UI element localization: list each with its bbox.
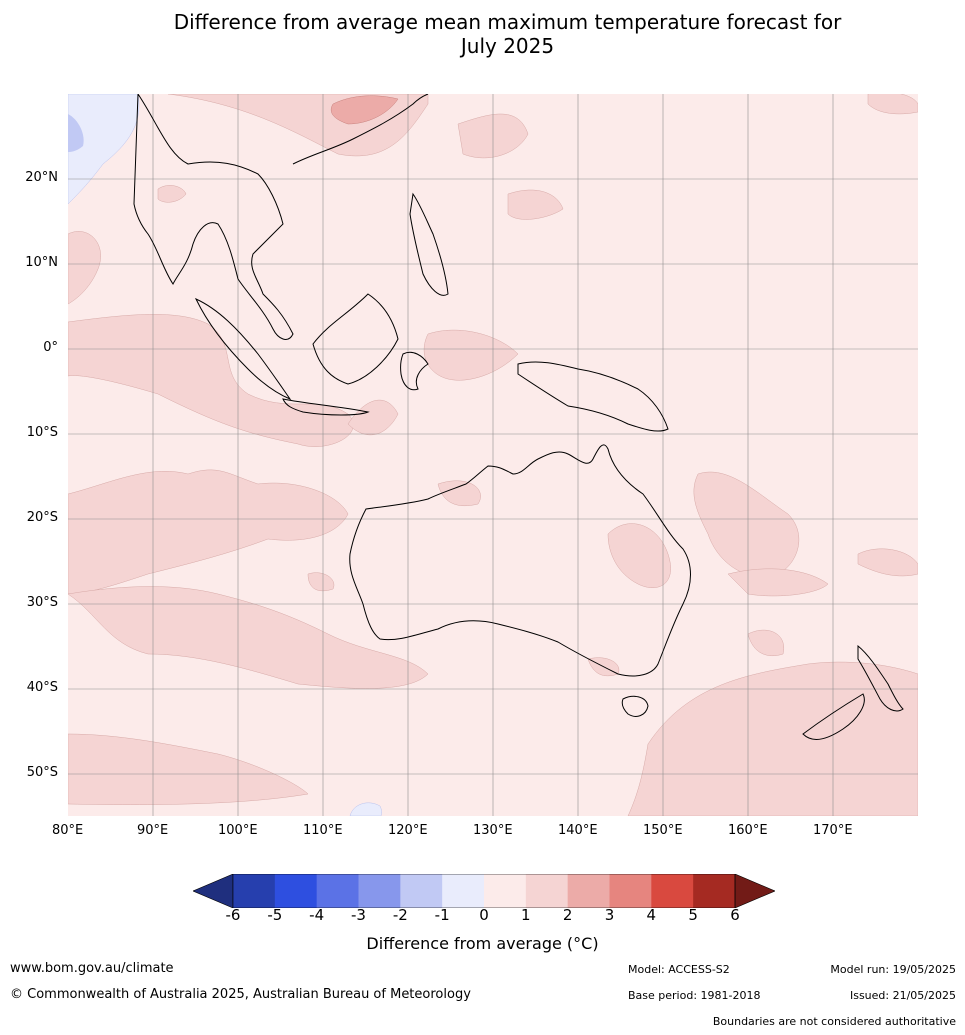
new-zealand-north-coastline — [857, 644, 904, 712]
lat-label-equator: 0° — [43, 340, 58, 355]
lat-label-10s: 10°S — [26, 425, 58, 440]
colorbar-segment — [525, 874, 569, 908]
australia-coastline — [349, 444, 691, 677]
colorbar-tick-label: 0 — [479, 906, 489, 924]
colorbar-extend-low — [193, 874, 234, 908]
anomaly-2-3-regions — [330, 95, 399, 125]
lon-label-90e: 90°E — [137, 823, 169, 838]
new-zealand-south-coastline — [802, 693, 865, 740]
colorbar-outline — [232, 874, 736, 908]
anomaly-minus1-0-regions — [68, 94, 382, 816]
lon-label-80e: 80°E — [52, 823, 84, 838]
lon-label-140e: 140°E — [558, 823, 598, 838]
lat-label-50s: 50°S — [26, 765, 58, 780]
colorbar-tick-label: 4 — [646, 906, 657, 924]
model-name: Model: ACCESS-S2 — [628, 963, 730, 976]
base-period: Base period: 1981-2018 — [628, 989, 761, 1002]
colorbar-title: Difference from average (°C) — [366, 934, 599, 953]
lat-label-10n: 10°N — [25, 255, 58, 270]
colorbar-tick-label: 1 — [521, 906, 531, 924]
colorbar-segment — [233, 874, 276, 908]
lon-label-170e: 170°E — [813, 823, 853, 838]
sumatra-coastline — [194, 297, 292, 401]
colorbar-tick-label: -3 — [351, 906, 366, 924]
mainland-asia-coastline — [133, 94, 294, 340]
lon-label-160e: 160°E — [728, 823, 768, 838]
tasmania-coastline — [621, 695, 649, 717]
philippines-coastline — [409, 192, 449, 296]
colorbar-segment — [651, 874, 694, 908]
borneo-coastline — [312, 293, 399, 385]
lat-label-20s: 20°S — [26, 510, 58, 525]
colorbar-segment — [316, 874, 359, 908]
sulawesi-coastline — [400, 351, 429, 391]
colorbar-tick-label: 2 — [562, 906, 573, 924]
lon-label-100e: 100°E — [218, 823, 258, 838]
colorbar-segment — [442, 874, 485, 908]
colorbar-segment — [274, 874, 318, 908]
graticule — [68, 94, 918, 816]
title-line-2: July 2025 — [460, 34, 555, 58]
colorbar-tick-label: 3 — [604, 906, 615, 924]
colorbar-tick-label: -1 — [434, 906, 450, 924]
lon-label-110e: 110°E — [303, 823, 343, 838]
colorbar-tick-label: 5 — [688, 906, 698, 924]
lon-label-130e: 130°E — [473, 823, 513, 838]
website-link[interactable]: www.bom.gov.au/climate — [10, 961, 174, 976]
lon-label-120e: 120°E — [388, 823, 428, 838]
colorbar-tick-label: -5 — [267, 906, 283, 924]
lat-label-30s: 30°S — [26, 595, 58, 610]
colorbar-tick-label: -2 — [392, 906, 408, 924]
lon-label-150e: 150°E — [643, 823, 683, 838]
lat-label-40s: 40°S — [26, 680, 58, 695]
model-run-date: Model run: 19/05/2025 — [830, 963, 956, 976]
colorbar-tick-label: 6 — [730, 906, 740, 924]
anomaly-minus2-minus1-region — [68, 114, 84, 152]
colorbar-segment — [484, 874, 527, 908]
forecast-map — [68, 94, 918, 816]
colorbar-tick-label: -6 — [225, 906, 241, 924]
china-coastline — [292, 94, 429, 165]
colorbar-segments — [193, 874, 775, 908]
coastlines — [133, 94, 904, 740]
boundaries-disclaimer: Boundaries are not considered authoritat… — [712, 1015, 956, 1028]
map-title: Difference from average mean maximum tem… — [0, 10, 965, 58]
colorbar-segment — [400, 874, 443, 908]
colorbar — [193, 874, 775, 908]
lat-label-20n: 20°N — [25, 170, 58, 185]
copyright-text: © Commonwealth of Australia 2025, Austra… — [10, 987, 471, 1002]
colorbar-segment — [567, 874, 610, 908]
colorbar-segment — [693, 874, 736, 908]
new-guinea-coastline — [517, 361, 669, 432]
colorbar-extend-high — [734, 874, 775, 908]
map-canvas — [68, 94, 918, 816]
title-line-1: Difference from average mean maximum tem… — [173, 10, 842, 34]
colorbar-segment — [358, 874, 401, 908]
colorbar-segment — [609, 874, 652, 908]
issued-date: Issued: 21/05/2025 — [849, 989, 956, 1002]
colorbar-tick-label: -4 — [309, 906, 325, 924]
java-coastline — [282, 398, 370, 416]
